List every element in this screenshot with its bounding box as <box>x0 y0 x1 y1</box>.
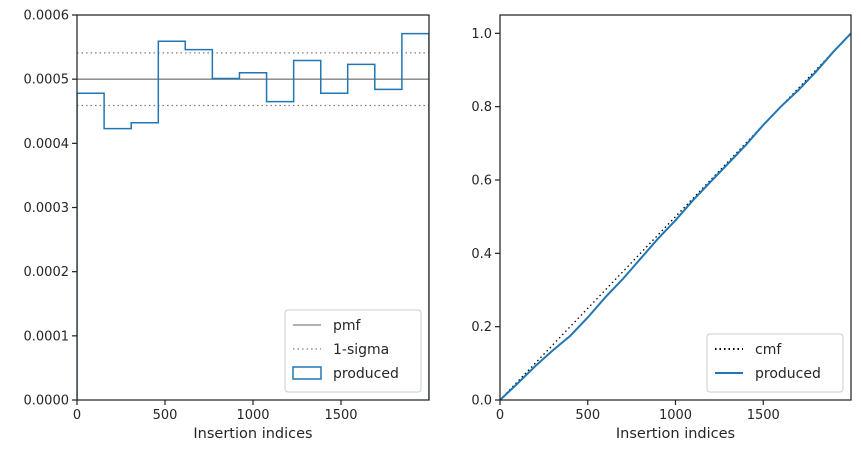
plot-panel-2 <box>495 14 852 405</box>
y-tick-label: 0.0 <box>471 394 492 409</box>
legend-box <box>706 333 844 393</box>
plot-panel-1 <box>72 14 430 405</box>
y-tick-label: 0.4 <box>471 247 492 262</box>
x-tick-label: 500 <box>153 408 178 423</box>
legend-label-pmf: pmf <box>333 318 362 334</box>
x-tick-label: 1500 <box>747 408 780 423</box>
x-tick-label: 0 <box>496 408 504 423</box>
x-tick-label: 500 <box>575 408 600 423</box>
legend-handle-produced <box>292 366 322 380</box>
y-tick-label: 0.2 <box>471 320 492 335</box>
legend-label-1-sigma: 1-sigma <box>333 342 389 358</box>
x-tick-label: 0 <box>73 408 81 423</box>
legend-box <box>284 309 422 393</box>
y-tick-label: 1.0 <box>471 27 492 42</box>
x-tick-label: 1000 <box>659 408 692 423</box>
y-tick-label: 0.0005 <box>24 73 70 88</box>
legend-label-produced: produced <box>755 366 821 382</box>
x-tick-label: 1000 <box>236 408 269 423</box>
y-tick-label: 0.0006 <box>24 9 70 24</box>
y-tick-label: 0.0003 <box>24 201 70 216</box>
y-tick-label: 0.0000 <box>24 394 70 409</box>
y-tick-label: 0.6 <box>471 174 492 189</box>
series-produced-line <box>500 32 851 400</box>
legend-label-produced: produced <box>333 366 399 382</box>
legend-label-cmf: cmf <box>755 342 782 358</box>
y-tick-label: 0.0001 <box>24 329 70 344</box>
y-tick-label: 0.0004 <box>24 137 70 152</box>
x-tick-label: 1500 <box>324 408 357 423</box>
x-axis-label: Insertion indices <box>193 426 312 442</box>
series-produced-step <box>77 32 429 400</box>
x-axis-label: Insertion indices <box>616 426 735 442</box>
y-tick-label: 0.8 <box>471 100 492 115</box>
y-tick-label: 0.0002 <box>24 265 70 280</box>
